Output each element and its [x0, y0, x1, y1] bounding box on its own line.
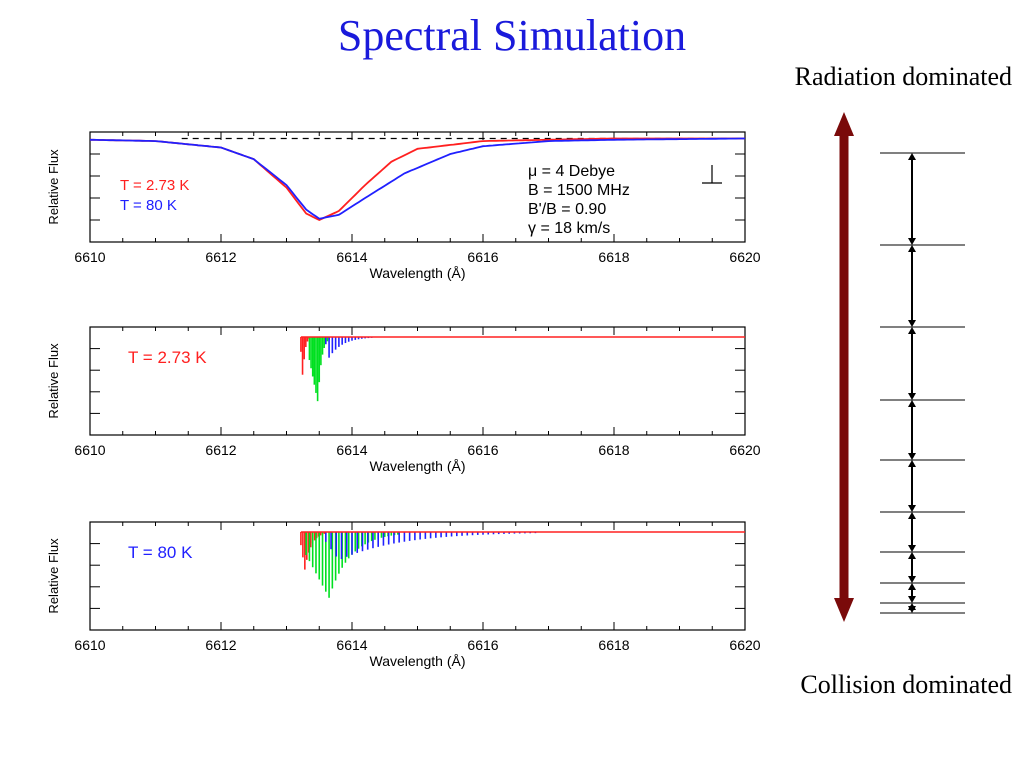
temperature-label: T = 2.73 K	[128, 348, 207, 367]
x-tick-label: 6616	[467, 442, 498, 458]
branch-lines-0	[300, 337, 310, 375]
x-tick-label: 6616	[467, 249, 498, 265]
transition-arrow-head	[908, 153, 916, 160]
transition-arrow-head	[908, 606, 916, 613]
chart-panel-low-temperature: 6610 6612 6614 6616 6618 6620 Wavelength (Å) Re…	[46, 326, 761, 474]
transition-arrow-head	[908, 238, 916, 245]
x-tick-label: 6618	[598, 249, 629, 265]
x-tick-label: 6612	[205, 442, 236, 458]
slide-title: Spectral Simulation	[337, 11, 687, 60]
plot-frame	[89, 326, 746, 436]
parameter-annotation: γ = 18 km/s	[528, 220, 610, 237]
transition-arrow-head	[908, 583, 916, 590]
chart-panel-high-temperature: 6610 6612 6614 6616 6618 6620 Wavelength (Å) Re…	[46, 521, 761, 669]
x-axis-label: Wavelength (Å)	[370, 653, 466, 669]
temperature-label: T = 80 K	[128, 543, 193, 562]
transition-arrow-head	[908, 320, 916, 327]
transition-arrow-head	[908, 245, 916, 252]
series-line-1	[90, 137, 745, 220]
branch-lines-1	[308, 337, 330, 402]
branch-lines-2	[324, 532, 537, 560]
transition-arrow-head	[908, 400, 916, 407]
branch-lines-2	[324, 337, 373, 358]
y-axis-label: Relative Flux	[46, 343, 61, 419]
transition-arrow-head	[908, 545, 916, 552]
transition-arrow-head	[908, 505, 916, 512]
energy-level-diagram	[834, 112, 965, 622]
x-tick-label: 6610	[74, 637, 105, 653]
x-tick-label: 6618	[598, 637, 629, 653]
y-axis-label: Relative Flux	[46, 149, 61, 225]
y-axis-label: Relative Flux	[46, 538, 61, 614]
transition-arrow-head	[908, 453, 916, 460]
chart-panel-combined: 6610 6612 6614 6616 6618 6620 Wavelength (Å) Re…	[46, 131, 761, 281]
x-tick-label: 6610	[74, 249, 105, 265]
transition-arrow-head	[908, 393, 916, 400]
legend-entry: T = 2.73 K	[120, 177, 189, 194]
regime-arrow-head-up	[834, 112, 854, 136]
parameter-annotation: μ = 4 Debye	[528, 163, 615, 180]
plot-frame	[89, 521, 746, 631]
x-tick-label: 6612	[205, 249, 236, 265]
x-tick-label: 6614	[336, 637, 367, 653]
radiation-dominated-label: Radiation dominated	[794, 62, 1012, 91]
transition-arrow-head	[908, 512, 916, 519]
legend-entry: T = 80 K	[120, 197, 177, 214]
transition-arrow-head	[908, 460, 916, 467]
x-tick-label: 6620	[729, 249, 760, 265]
instrument-profile-icon	[702, 165, 722, 184]
x-tick-label: 6610	[74, 442, 105, 458]
transition-arrow-head	[908, 596, 916, 603]
parameter-annotation: B = 1500 MHz	[528, 182, 630, 199]
x-tick-label: 6612	[205, 637, 236, 653]
transition-arrow-head	[908, 552, 916, 559]
x-axis-label: Wavelength (Å)	[370, 265, 466, 281]
x-tick-label: 6614	[336, 442, 367, 458]
parameter-annotation: B'/B = 0.90	[528, 201, 606, 218]
regime-arrow-head-down	[834, 598, 854, 622]
x-tick-label: 6618	[598, 442, 629, 458]
x-tick-label: 6614	[336, 249, 367, 265]
collision-dominated-label: Collision dominated	[800, 670, 1012, 699]
x-tick-label: 6620	[729, 637, 760, 653]
x-tick-label: 6616	[467, 637, 498, 653]
x-tick-label: 6620	[729, 442, 760, 458]
transition-arrow-head	[908, 576, 916, 583]
transition-arrow-head	[908, 327, 916, 334]
x-axis-label: Wavelength (Å)	[370, 458, 466, 474]
